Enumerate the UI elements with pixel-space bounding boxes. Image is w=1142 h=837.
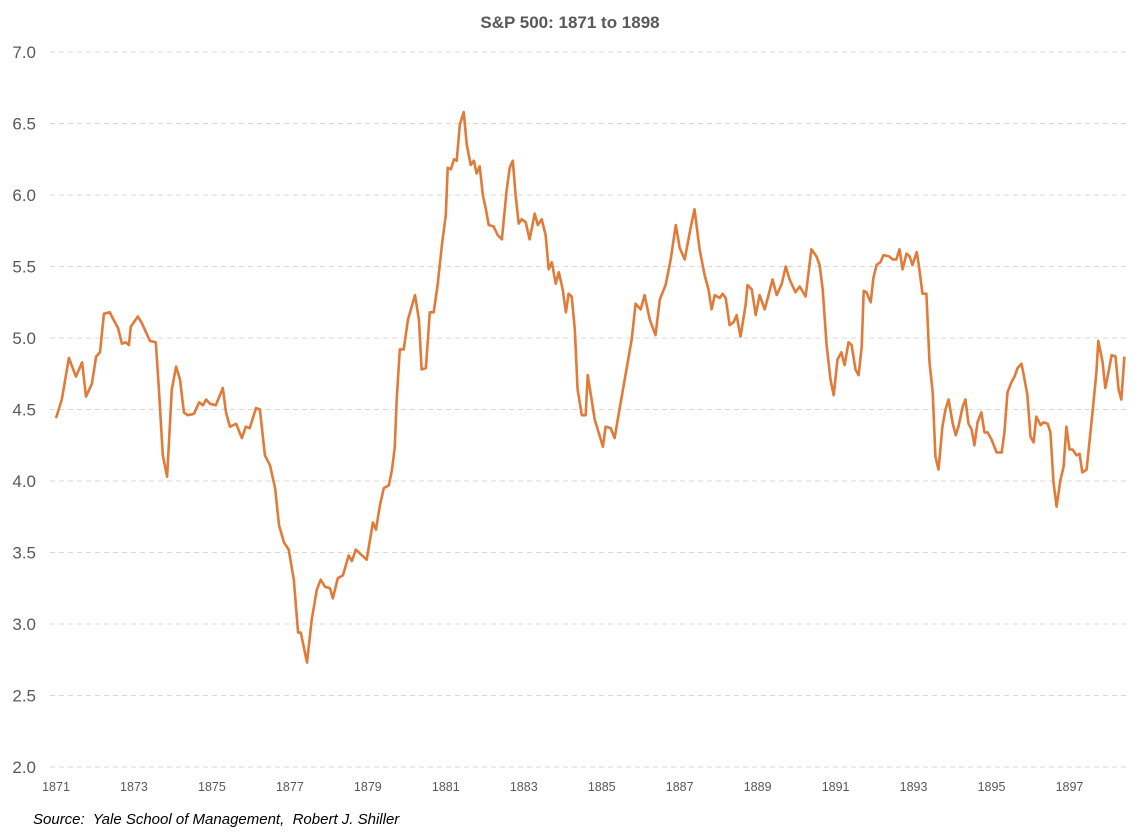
x-tick-label: 1889: [744, 780, 772, 794]
y-tick-label: 2.5: [12, 687, 36, 706]
chart-title: S&P 500: 1871 to 1898: [480, 13, 659, 32]
x-tick-label: 1879: [354, 780, 382, 794]
x-tick-label: 1875: [198, 780, 226, 794]
x-tick-label: 1881: [432, 780, 460, 794]
x-tick-label: 1893: [900, 780, 928, 794]
x-tick-label: 1871: [42, 780, 70, 794]
y-tick-label: 5.5: [12, 258, 36, 277]
y-tick-label: 6.0: [12, 186, 36, 205]
x-tick-label: 1877: [276, 780, 304, 794]
x-tick-label: 1887: [666, 780, 694, 794]
x-tick-label: 1895: [978, 780, 1006, 794]
series-line: [54, 110, 1126, 664]
x-tick-label: 1897: [1056, 780, 1084, 794]
gridlines: [50, 51, 1130, 768]
y-tick-label: 4.5: [12, 401, 36, 420]
y-tick-label: 2.0: [12, 758, 36, 777]
y-tick-label: 6.5: [12, 115, 36, 134]
y-tick-label: 5.0: [12, 329, 36, 348]
y-tick-label: 4.0: [12, 472, 36, 491]
x-tick-label: 1885: [588, 780, 616, 794]
source-note: Source: Yale School of Management, Rober…: [33, 811, 400, 828]
y-tick-label: 3.5: [12, 544, 36, 563]
series-group: [54, 110, 1126, 664]
x-tick-label: 1891: [822, 780, 850, 794]
y-axis-ticks: 2.0 2.5 3.0 3.5 4.0 4.5 5.0 5.5 6.0 6.5 7.0: [12, 43, 36, 777]
y-tick-label: 7.0: [12, 43, 36, 62]
y-tick-label: 3.0: [12, 615, 36, 634]
x-axis-ticks: 1871 1873 1875 1877 1879 1881 1883 1885 1887 1889…: [42, 780, 1083, 794]
x-tick-label: 1873: [120, 780, 148, 794]
x-tick-label: 1883: [510, 780, 538, 794]
